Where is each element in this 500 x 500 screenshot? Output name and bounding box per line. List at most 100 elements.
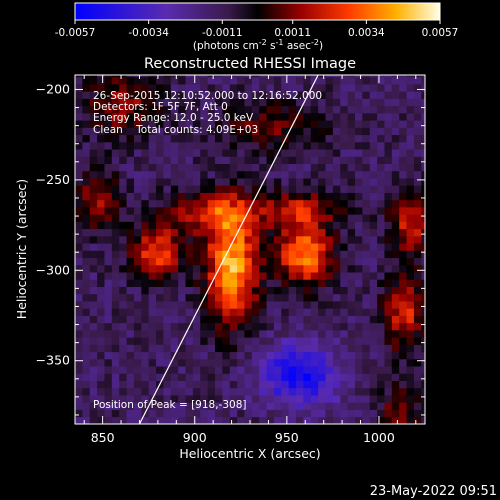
- heatmap-cell: [310, 366, 319, 374]
- heatmap-cell: [200, 337, 209, 345]
- heatmap-cell: [355, 163, 363, 172]
- heatmap-cell: [82, 214, 91, 222]
- heatmap-cell: [75, 243, 83, 251]
- heatmap-cell: [215, 75, 223, 78]
- heatmap-cell: [384, 134, 393, 143]
- heatmap-cell: [215, 301, 223, 309]
- heatmap-cell: [133, 75, 142, 78]
- heatmap-cell: [355, 366, 363, 374]
- heatmap-cell: [119, 84, 127, 92]
- heatmap-cell: [266, 366, 275, 374]
- heatmap-cell: [377, 199, 385, 208]
- heatmap-cell: [421, 105, 425, 114]
- heatmap-cell: [369, 214, 378, 222]
- heatmap-cell: [229, 178, 238, 186]
- heatmap-cell: [288, 75, 297, 78]
- heatmap-cell: [340, 141, 349, 150]
- heatmap-cell: [310, 185, 319, 193]
- heatmap-cell: [384, 402, 393, 410]
- heatmap-cell: [310, 279, 319, 287]
- heatmap-cell: [406, 315, 415, 324]
- heatmap-cell: [303, 192, 312, 201]
- heatmap-cell: [259, 91, 267, 99]
- heatmap-cell: [200, 257, 209, 266]
- heatmap-cell: [133, 214, 142, 222]
- heatmap-cell: [178, 75, 186, 78]
- heatmap-cell: [148, 127, 157, 136]
- heatmap-cell: [163, 272, 172, 280]
- heatmap-cell: [156, 272, 164, 280]
- heatmap-cell: [281, 127, 290, 136]
- heatmap-cell: [89, 344, 98, 353]
- heatmap-cell: [281, 141, 290, 150]
- heatmap-cell: [377, 141, 385, 150]
- heatmap-cell: [119, 351, 127, 360]
- render-timestamp: 23-May-2022 09:51: [370, 484, 497, 499]
- heatmap-cell: [377, 156, 385, 164]
- heatmap-cell: [413, 329, 422, 338]
- heatmap-cell: [325, 264, 334, 273]
- heatmap-cell: [215, 141, 223, 150]
- heatmap-cell: [170, 250, 179, 259]
- heatmap-cell: [200, 199, 209, 208]
- heatmap-cell: [163, 134, 172, 143]
- heatmap-cell: [296, 84, 304, 92]
- heatmap-cell: [413, 409, 422, 418]
- heatmap-cell: [413, 315, 422, 324]
- heatmap-cell: [82, 120, 91, 128]
- heatmap-cell: [347, 272, 356, 280]
- heatmap-cell: [237, 84, 245, 92]
- heatmap-cell: [229, 358, 238, 367]
- heatmap-cell: [266, 91, 275, 99]
- solar-limb-line: [138, 75, 319, 424]
- heatmap-cell: [296, 141, 304, 150]
- heatmap-cell: [399, 84, 407, 92]
- heatmap-cell: [355, 76, 363, 85]
- heatmap-cell: [369, 163, 378, 172]
- heatmap-cell: [259, 395, 267, 403]
- heatmap-cell: [273, 199, 282, 208]
- heatmap-cell: [178, 127, 186, 136]
- heatmap-cell: [362, 105, 371, 114]
- heatmap-cell: [82, 250, 91, 259]
- heatmap-cell: [178, 243, 186, 251]
- heatmap-cell: [148, 264, 157, 273]
- heatmap-cell: [413, 105, 422, 114]
- heatmap-cell: [281, 329, 290, 338]
- heatmap-cell: [178, 170, 186, 179]
- heatmap-cell: [288, 264, 297, 273]
- heatmap-cell: [237, 105, 245, 114]
- heatmap-cell: [126, 221, 135, 230]
- heatmap-cell: [391, 84, 400, 92]
- heatmap-cell: [126, 337, 135, 345]
- y-axis-label: Heliocentric Y (arcsec): [14, 179, 29, 319]
- heatmap-cell: [133, 264, 142, 273]
- heatmap-cell: [185, 366, 194, 374]
- heatmap-cell: [406, 207, 415, 215]
- heatmap-cell: [75, 351, 83, 360]
- heatmap-cell: [332, 264, 341, 273]
- heatmap-cell: [266, 402, 275, 410]
- heatmap-cell: [303, 170, 312, 179]
- heatmap-cell: [119, 156, 127, 164]
- heatmap-cell: [185, 127, 194, 136]
- chart-title: Reconstructed RHESSI Image: [144, 56, 356, 72]
- heatmap-cell: [406, 149, 415, 157]
- heatmap-cell: [347, 301, 356, 309]
- heatmap-cell: [347, 163, 356, 172]
- heatmap-cell: [133, 366, 142, 374]
- heatmap-cell: [318, 228, 326, 237]
- heatmap-cell: [119, 149, 127, 157]
- heatmap-cell: [421, 373, 425, 381]
- heatmap-cell: [355, 395, 363, 403]
- heatmap-cell: [384, 293, 393, 302]
- heatmap-cell: [185, 98, 194, 107]
- heatmap-cell: [325, 163, 334, 172]
- heatmap-cell: [126, 380, 135, 389]
- heatmap-cell: [89, 286, 98, 295]
- heatmap-cell: [119, 315, 127, 324]
- heatmap-cell: [281, 315, 290, 324]
- heatmap-cell: [369, 228, 378, 237]
- heatmap-cell: [222, 301, 231, 309]
- heatmap-cell: [192, 286, 201, 295]
